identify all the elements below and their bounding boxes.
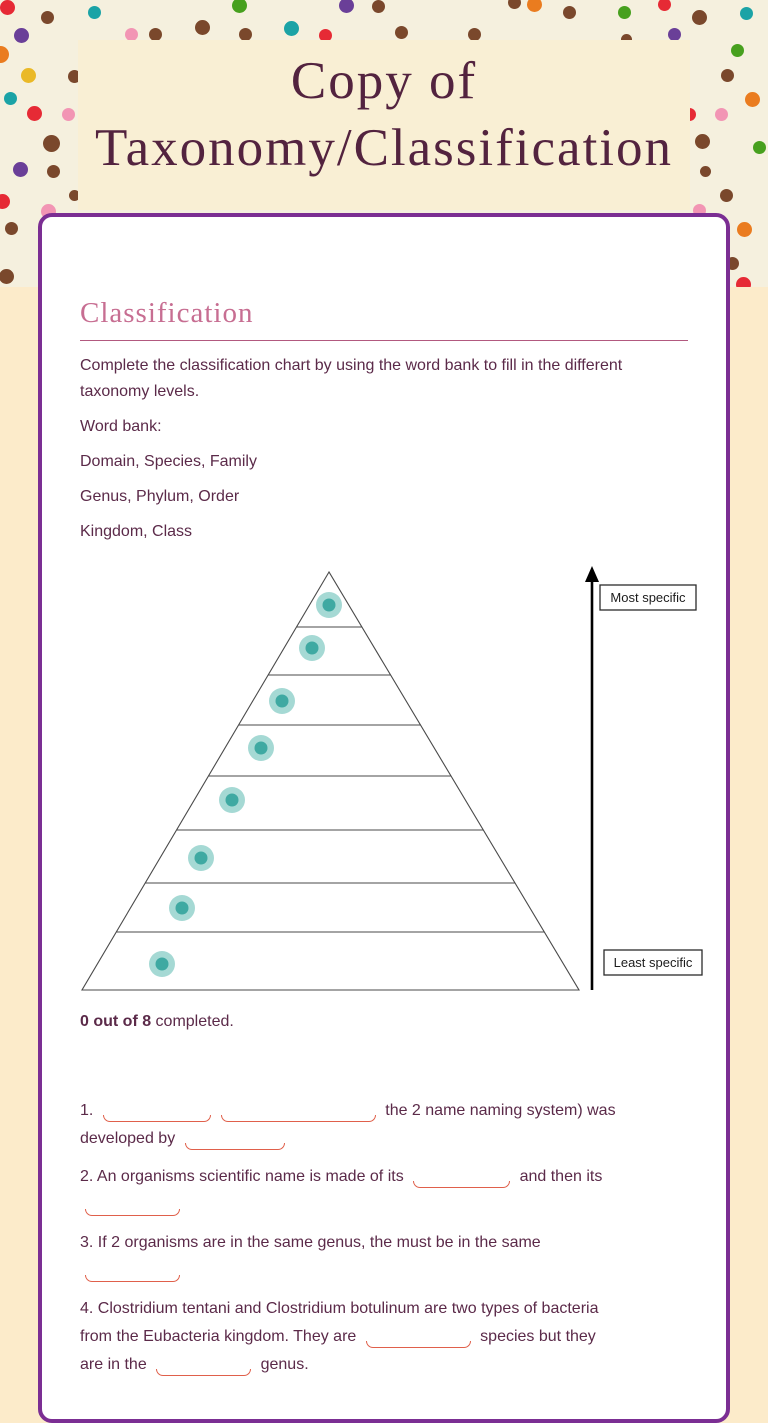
answer-blank[interactable] (365, 1341, 471, 1348)
page-title: Copy of Taxonomy/Classification (94, 52, 674, 177)
progress-rest: completed. (151, 1013, 234, 1030)
answer-blank[interactable] (85, 1209, 180, 1216)
pyramid-drag-dot[interactable] (316, 592, 342, 618)
question: 3. If 2 organisms are in the same genus,… (80, 1229, 688, 1285)
question-text: are in the (80, 1356, 152, 1373)
pyramid-diagram: Most specific Least specific (81, 566, 703, 991)
question: 4. Clostridium tentani and Clostridium b… (80, 1295, 688, 1379)
heading-divider (80, 340, 688, 341)
worksheet-card: Classification Complete the classificati… (38, 213, 730, 1423)
question: 2. An organisms scientific name is made … (80, 1163, 688, 1219)
question-text: genus. (256, 1356, 309, 1373)
pyramid-drag-dot[interactable] (149, 951, 175, 977)
most-specific-box (599, 584, 697, 611)
question-text: species but they (475, 1328, 596, 1345)
answer-blank[interactable] (85, 1275, 180, 1282)
question-text: and then its (515, 1168, 603, 1185)
progress-count: 0 out of 8 (80, 1013, 152, 1030)
least-specific-label: Least specific (614, 955, 693, 970)
pyramid-outline (81, 570, 580, 991)
pyramid-drag-dot[interactable] (188, 845, 214, 871)
questions-list: 1. the 2 name naming system) was develope… (80, 1097, 688, 1379)
question-text: 1. (80, 1102, 98, 1119)
question-text: 3. If 2 organisms are in the same genus,… (80, 1234, 541, 1251)
title-banner: Copy of Taxonomy/Classification (78, 40, 690, 210)
word-bank-row: Genus, Phylum, Order (80, 488, 240, 505)
question-text: 2. An organisms scientific name is made … (80, 1168, 409, 1185)
pyramid-drag-dot[interactable] (299, 635, 325, 661)
word-bank-row: Kingdom, Class (80, 523, 193, 540)
instructions-text: Complete the classification chart by usi… (80, 357, 623, 400)
classification-pyramid: Most specific Least specific (64, 563, 703, 1009)
question-text: the 2 name naming system) was (380, 1102, 616, 1119)
question-text: 4. Clostridium tentani and Clostridium b… (80, 1300, 599, 1317)
section-heading: Classification (80, 297, 254, 329)
least-specific-box (603, 949, 703, 976)
pyramid-drag-dot[interactable] (269, 688, 295, 714)
pyramid-drag-dot[interactable] (169, 895, 195, 921)
question: 1. the 2 name naming system) was develope… (80, 1097, 688, 1153)
arrowhead-icon (585, 566, 599, 582)
answer-blank[interactable] (413, 1181, 511, 1188)
most-specific-label: Most specific (610, 590, 686, 605)
question-text: from the Eubacteria kingdom. They are (80, 1328, 361, 1345)
answer-blank[interactable] (102, 1115, 211, 1122)
question-text: developed by (80, 1130, 180, 1147)
word-bank-row: Domain, Species, Family (80, 453, 257, 470)
answer-blank[interactable] (184, 1143, 285, 1150)
answer-blank[interactable] (156, 1369, 252, 1376)
pyramid-drag-dot[interactable] (219, 787, 245, 813)
answer-blank[interactable] (220, 1115, 376, 1122)
pyramid-drag-dot[interactable] (248, 735, 274, 761)
word-bank-label: Word bank: (80, 418, 162, 435)
progress-status: 0 out of 8 completed. (80, 1009, 688, 1035)
